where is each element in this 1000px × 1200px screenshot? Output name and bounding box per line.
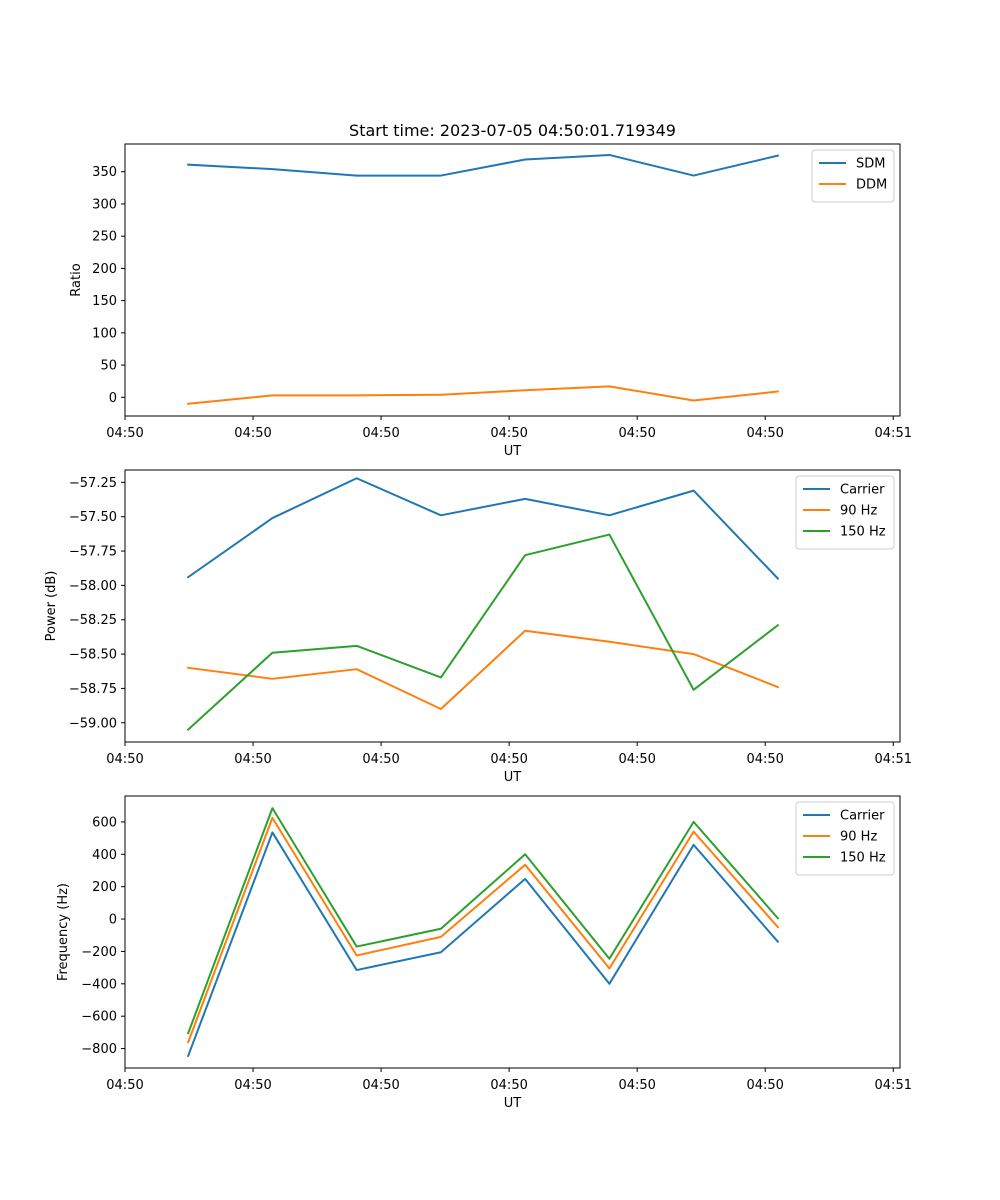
y-tick-label: 300	[92, 197, 117, 212]
plot-3: −800 −600 −400 −200 0 200 400 600 04:50 04:50 04:5…	[56, 795, 912, 1111]
plot-1: 0 50 100 150 200 250 300 350 04:50 04:50 04:50 04:5…	[69, 121, 912, 459]
x-tick-label: 04:50	[234, 1078, 271, 1093]
legend: Carrier 90 Hz 150 Hz	[795, 475, 895, 550]
x-tick-label: 04:50	[234, 426, 271, 441]
x-axis-label: UT	[504, 444, 522, 459]
y-tick-label: 0	[109, 391, 117, 406]
legend-entry: 150 Hz	[840, 851, 886, 866]
x-tick-label: 04:50	[106, 426, 143, 441]
x-tick-label: 04:50	[618, 752, 655, 767]
y-tick-label: −57.75	[69, 545, 117, 560]
x-tick-label: 04:50	[234, 752, 271, 767]
series-line-150-hz	[186, 533, 780, 732]
series-line-90-hz	[186, 816, 780, 1044]
x-tick-label: 04:50	[362, 752, 399, 767]
legend-entry: Carrier	[840, 809, 885, 824]
y-tick-label: 350	[92, 165, 117, 180]
y-tick-label: 150	[92, 294, 117, 309]
x-tick-label: 04:50	[106, 752, 143, 767]
series-line-150-hz	[186, 807, 780, 1035]
x-axis-label: UT	[504, 1096, 522, 1111]
x-tick-label: 04:50	[490, 752, 527, 767]
legend-entry: 90 Hz	[840, 830, 877, 845]
x-tick-label: 04:51	[875, 1078, 912, 1093]
y-tick-label: −57.25	[69, 476, 117, 491]
y-tick-label: −58.75	[69, 682, 117, 697]
x-tick-label: 04:50	[490, 426, 527, 441]
axes-frame	[124, 469, 901, 743]
y-tick-label: −200	[81, 945, 117, 960]
x-tick-label: 04:50	[362, 426, 399, 441]
x-tick-label: 04:51	[875, 426, 912, 441]
y-tick-label: −58.25	[69, 613, 117, 628]
y-tick-label: −58.00	[69, 579, 117, 594]
x-tick-label: 04:50	[746, 1078, 783, 1093]
x-axis-label: UT	[504, 770, 522, 785]
x-tick-label: 04:50	[746, 426, 783, 441]
x-tick-label: 04:50	[746, 752, 783, 767]
y-tick-label: −58.50	[69, 648, 117, 663]
x-tick-label: 04:50	[362, 1078, 399, 1093]
y-tick-label: −800	[81, 1042, 117, 1057]
y-tick-label: −600	[81, 1010, 117, 1025]
legend-entry: 90 Hz	[840, 504, 877, 519]
y-tick-label: 200	[92, 880, 117, 895]
y-tick-label: 400	[92, 848, 117, 863]
axes-frame	[124, 795, 901, 1069]
y-tick-label: 200	[92, 262, 117, 277]
x-tick-label: 04:50	[490, 1078, 527, 1093]
y-tick-label: −57.50	[69, 510, 117, 525]
y-tick-label: 0	[109, 913, 117, 928]
y-tick-label: −400	[81, 977, 117, 992]
x-tick-label: 04:50	[618, 426, 655, 441]
legend-entry: Carrier	[840, 483, 885, 498]
y-axis-label: Ratio	[69, 263, 84, 296]
series-line-90-hz	[187, 629, 780, 711]
y-tick-label: 600	[92, 815, 117, 830]
legend-entry: 150 Hz	[840, 525, 886, 540]
x-tick-label: 04:51	[875, 752, 912, 767]
y-axis-label: Power (dB)	[44, 571, 59, 642]
series-line-carrier	[186, 831, 780, 1058]
legend: Carrier 90 Hz 150 Hz	[795, 801, 895, 876]
x-tick-label: 04:50	[618, 1078, 655, 1093]
y-tick-label: −59.00	[69, 716, 117, 731]
series-line-sdm	[187, 153, 780, 177]
y-tick-label: 100	[92, 326, 117, 341]
axes-frame	[124, 143, 901, 417]
series-line-ddm	[187, 385, 779, 405]
y-axis-label: Frequency (Hz)	[56, 883, 71, 981]
series-line-carrier	[186, 477, 780, 580]
legend-entry: SDM	[856, 157, 885, 172]
legend-entry: DDM	[856, 178, 887, 193]
y-tick-label: 250	[92, 230, 117, 245]
legend: SDM DDM	[811, 149, 895, 203]
chart-title: Start time: 2023-07-05 04:50:01.719349	[349, 121, 676, 140]
plot-2: −59.00 −58.75 −58.50 −58.25 −58.00 −57.75 −57.…	[44, 469, 912, 785]
y-tick-label: 50	[100, 359, 117, 374]
x-tick-label: 04:50	[106, 1078, 143, 1093]
